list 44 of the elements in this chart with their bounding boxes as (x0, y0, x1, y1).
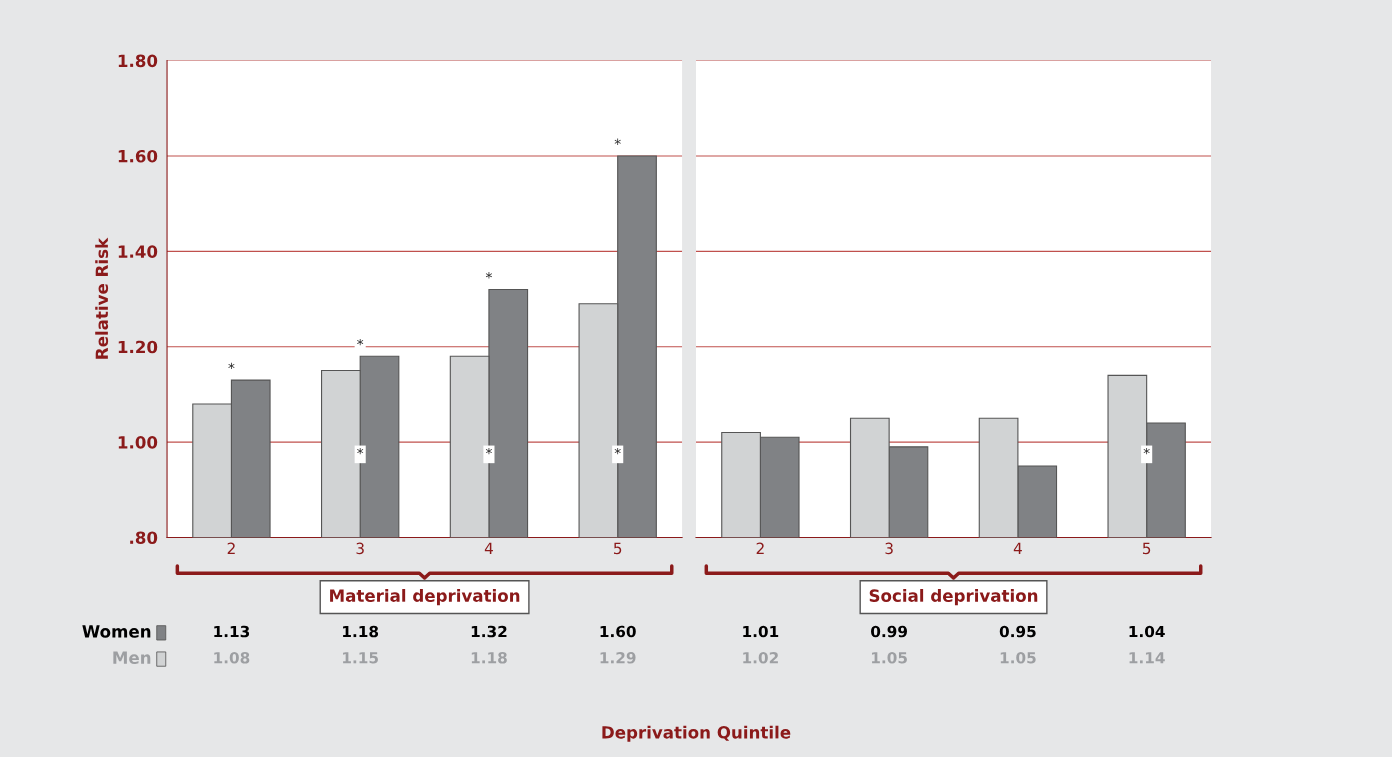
x-tick-label: 2 (756, 542, 764, 554)
annotation: * (614, 138, 621, 145)
y-tick-label: 1.40 (118, 245, 158, 258)
annotation: * (485, 447, 492, 455)
x-tick-label: 4 (484, 542, 493, 554)
annotation: * (228, 362, 235, 370)
y-tick-label: 1.20 (118, 340, 158, 354)
y-tick-label: .80 (130, 531, 158, 545)
legend-label: Women (82, 625, 151, 638)
text: Social deprivation (869, 589, 1038, 606)
x-tick-label: 3 (356, 542, 364, 555)
annotation: * (357, 338, 364, 346)
x-tick-label: 5 (1142, 542, 1151, 555)
y-tick-label: 1.60 (118, 149, 158, 163)
annotation: * (614, 447, 621, 455)
data-label: 1.15 (343, 652, 378, 664)
x-tick-label: 3 (885, 542, 893, 555)
data-label: 1.13 (214, 625, 250, 638)
y-tick-label: 1.80 (118, 54, 158, 68)
legend-label: Men (113, 651, 151, 664)
data-label: 1.18 (343, 625, 379, 638)
x-tick-label: 5 (614, 542, 622, 555)
annotation: * (485, 272, 492, 279)
annotation: * (357, 447, 364, 455)
data-label: 0.99 (871, 625, 908, 638)
y-tick-label: 1.00 (118, 436, 158, 449)
x-tick-label: 4 (1013, 542, 1022, 554)
data-label: 1.02 (743, 651, 778, 664)
x-axis-title: Deprivation Quintile (602, 725, 791, 742)
data-label: 1.29 (600, 651, 636, 664)
data-label: 1.14 (1129, 652, 1165, 664)
data-label: 0.95 (999, 625, 1036, 638)
data-label: 1.04 (1129, 625, 1165, 638)
data-label: 1.05 (1000, 651, 1036, 664)
annotation: * (1143, 447, 1150, 455)
data-label: 1.05 (872, 651, 907, 664)
data-label: 1.01 (743, 625, 779, 638)
y-axis-title: Relative Risk (95, 237, 109, 359)
data-label: 1.18 (471, 651, 507, 664)
data-label: 1.08 (214, 651, 250, 664)
data-label: 1.60 (600, 625, 636, 638)
data-label: 1.32 (471, 625, 507, 638)
text: Material deprivation (330, 589, 520, 606)
x-tick-label: 2 (227, 542, 235, 554)
